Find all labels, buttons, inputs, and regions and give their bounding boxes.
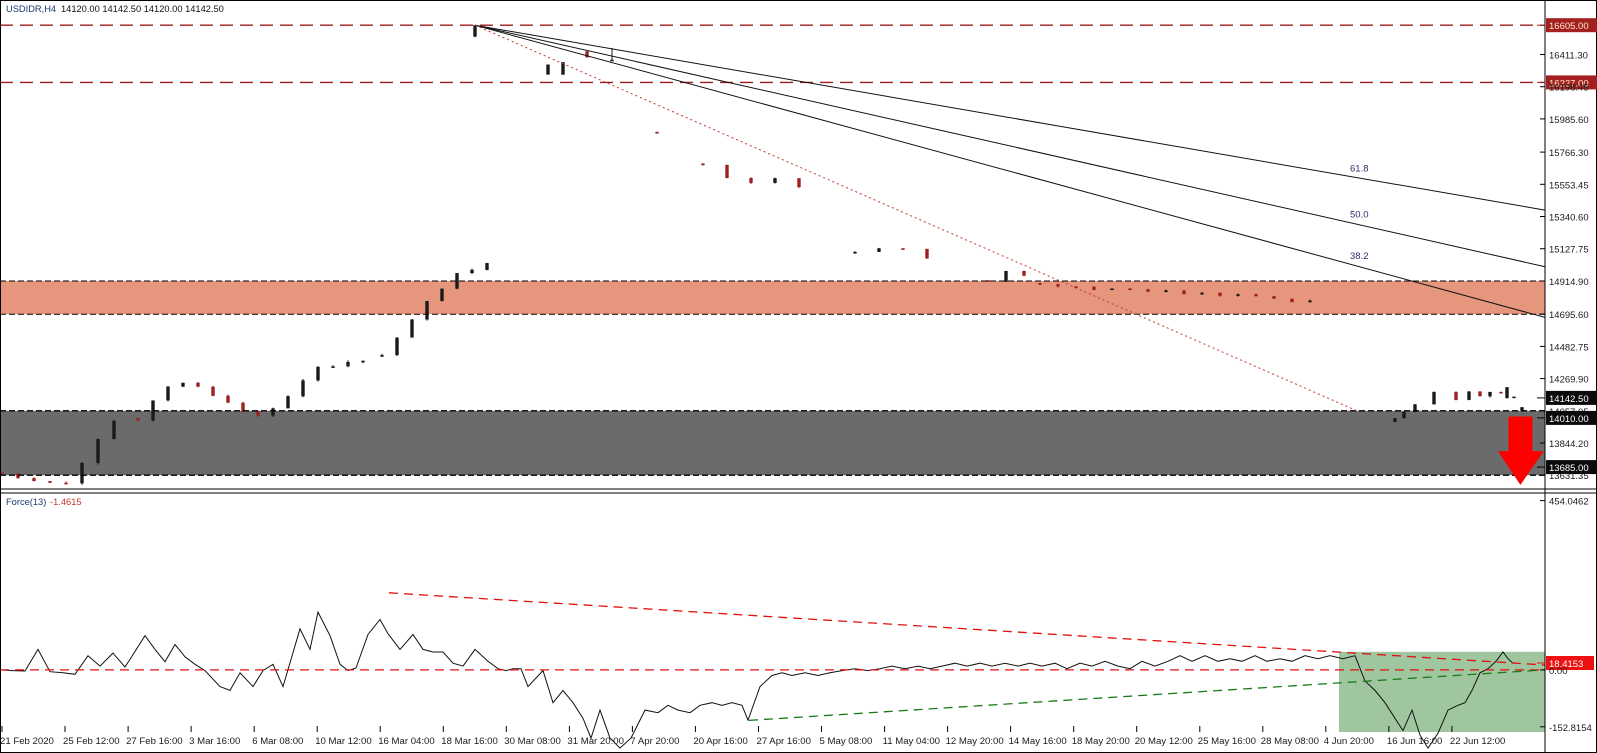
svg-text:27 Apr 16:00: 27 Apr 16:00 xyxy=(757,736,811,747)
svg-text:15340.60: 15340.60 xyxy=(1549,213,1589,224)
svg-text:20 May 12:00: 20 May 12:00 xyxy=(1135,736,1193,747)
svg-text:16198.45: 16198.45 xyxy=(1549,83,1589,94)
svg-text:15553.45: 15553.45 xyxy=(1549,180,1589,191)
svg-text:14269.90: 14269.90 xyxy=(1549,375,1589,386)
svg-text:21 Feb 2020: 21 Feb 2020 xyxy=(0,736,54,747)
svg-text:-1.4615: -1.4615 xyxy=(50,497,82,507)
svg-text:22 Jun 12:00: 22 Jun 12:00 xyxy=(1450,736,1505,747)
svg-text:12 May 20:00: 12 May 20:00 xyxy=(946,736,1004,747)
svg-text:25 May 16:00: 25 May 16:00 xyxy=(1198,736,1256,747)
svg-text:14120.00 14142.50 14120.00 141: 14120.00 14142.50 14120.00 14142.50 xyxy=(61,4,224,14)
svg-text:14010.00: 14010.00 xyxy=(1549,414,1589,425)
svg-text:0.00: 0.00 xyxy=(1549,666,1568,677)
svg-text:27 Feb 16:00: 27 Feb 16:00 xyxy=(126,736,183,747)
svg-text:USDIDR,H4: USDIDR,H4 xyxy=(6,4,56,14)
svg-text:454.0462: 454.0462 xyxy=(1549,497,1589,508)
svg-text:31 Mar 20:00: 31 Mar 20:00 xyxy=(567,736,624,747)
svg-text:16411.30: 16411.30 xyxy=(1549,51,1588,62)
svg-text:14914.90: 14914.90 xyxy=(1549,277,1589,288)
svg-text:Force(13): Force(13) xyxy=(6,497,46,507)
svg-text:16 Jun 16:00: 16 Jun 16:00 xyxy=(1387,736,1442,747)
svg-text:15985.60: 15985.60 xyxy=(1549,115,1589,126)
svg-text:13631.35: 13631.35 xyxy=(1549,471,1589,482)
svg-text:28 May 08:00: 28 May 08:00 xyxy=(1261,736,1319,747)
svg-text:14695.60: 14695.60 xyxy=(1549,310,1589,321)
svg-text:5 May 08:00: 5 May 08:00 xyxy=(820,736,873,747)
svg-text:14482.75: 14482.75 xyxy=(1549,342,1589,353)
svg-text:30 Mar 08:00: 30 Mar 08:00 xyxy=(504,736,561,747)
svg-text:25 Feb 12:00: 25 Feb 12:00 xyxy=(63,736,120,747)
svg-text:61.8: 61.8 xyxy=(1350,163,1369,174)
svg-text:16 Mar 04:00: 16 Mar 04:00 xyxy=(378,736,435,747)
svg-text:6 Mar 08:00: 6 Mar 08:00 xyxy=(252,736,303,747)
svg-text:50.0: 50.0 xyxy=(1350,210,1369,221)
svg-text:4 Jun 20:00: 4 Jun 20:00 xyxy=(1324,736,1374,747)
svg-text:38.2: 38.2 xyxy=(1350,251,1369,262)
svg-text:20 Apr 16:00: 20 Apr 16:00 xyxy=(693,736,747,747)
svg-text:14142.50: 14142.50 xyxy=(1549,394,1589,405)
svg-text:-152.8154: -152.8154 xyxy=(1549,723,1592,734)
svg-text:11 May 04:00: 11 May 04:00 xyxy=(883,736,940,747)
svg-text:15127.75: 15127.75 xyxy=(1549,245,1589,256)
svg-text:13844.20: 13844.20 xyxy=(1549,439,1589,450)
svg-text:10 Mar 12:00: 10 Mar 12:00 xyxy=(315,736,372,747)
svg-text:16605.00: 16605.00 xyxy=(1549,21,1589,32)
svg-text:18 May 20:00: 18 May 20:00 xyxy=(1072,736,1130,747)
svg-text:7 Apr 20:00: 7 Apr 20:00 xyxy=(630,736,679,747)
svg-text:18 Mar 16:00: 18 Mar 16:00 xyxy=(441,736,498,747)
svg-text:15766.30: 15766.30 xyxy=(1549,148,1589,159)
svg-text:14 May 16:00: 14 May 16:00 xyxy=(1009,736,1067,747)
svg-text:3 Mar 16:00: 3 Mar 16:00 xyxy=(189,736,240,747)
